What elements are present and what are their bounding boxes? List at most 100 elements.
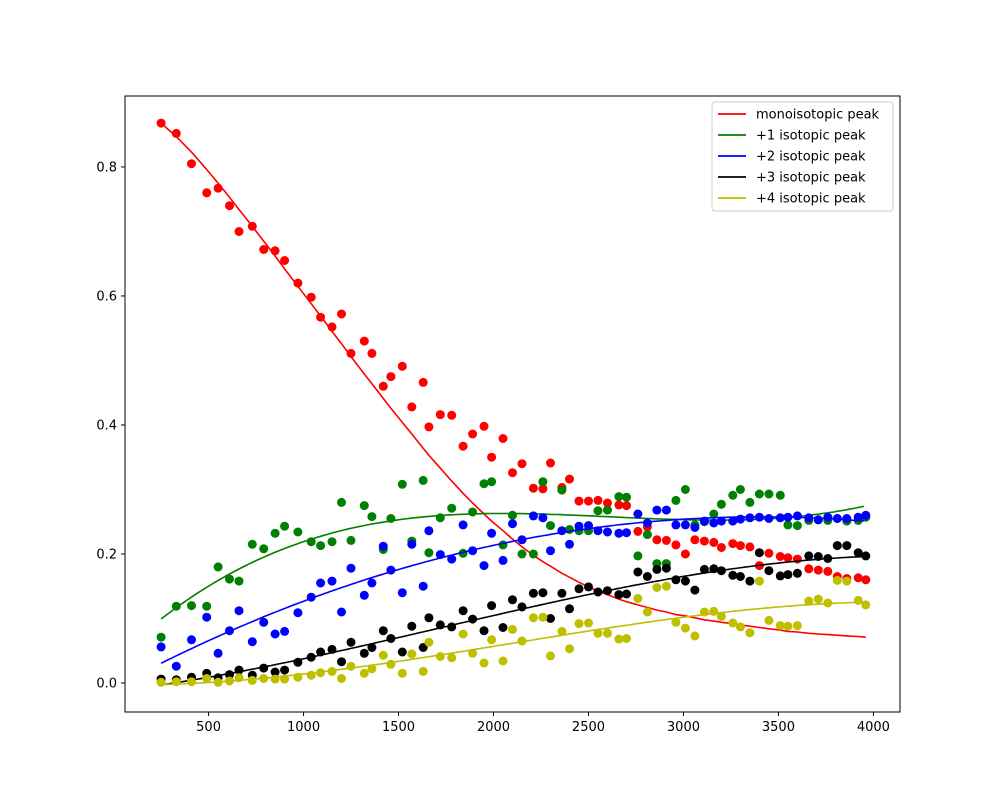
data-point-monoisotopic-peak xyxy=(699,536,709,546)
data-point-monoisotopic-peak xyxy=(156,118,166,128)
data-point-1-isotopic-peak xyxy=(593,506,603,516)
data-point-1-isotopic-peak xyxy=(346,535,356,545)
data-point-monoisotopic-peak xyxy=(546,458,555,468)
y-axis: 0.0 0.2 0.4 0.6 0.8 xyxy=(96,160,125,691)
data-point-2-isotopic-peak xyxy=(853,512,863,522)
data-point-4-isotopic-peak xyxy=(498,656,508,666)
data-point-2-isotopic-peak xyxy=(213,648,223,658)
data-point-4-isotopic-peak xyxy=(225,676,234,686)
data-point-1-isotopic-peak xyxy=(546,521,555,531)
data-point-3-isotopic-peak xyxy=(792,568,802,578)
data-point-2-isotopic-peak xyxy=(735,514,745,524)
y-tick-label: 0.6 xyxy=(96,289,117,304)
data-point-1-isotopic-peak xyxy=(498,540,508,550)
data-point-1-isotopic-peak xyxy=(680,485,690,494)
data-point-monoisotopic-peak xyxy=(565,474,574,484)
data-point-monoisotopic-peak xyxy=(593,495,603,505)
data-point-monoisotopic-peak xyxy=(293,278,303,288)
data-point-monoisotopic-peak xyxy=(498,434,508,443)
data-point-4-isotopic-peak xyxy=(671,617,681,627)
data-point-1-isotopic-peak xyxy=(435,513,445,523)
data-point-4-isotopic-peak xyxy=(622,634,631,643)
data-point-3-isotopic-peak xyxy=(418,643,428,652)
data-point-1-isotopic-peak xyxy=(735,485,745,494)
data-point-2-isotopic-peak xyxy=(574,521,584,531)
data-point-3-isotopic-peak xyxy=(614,590,624,600)
data-point-1-isotopic-peak xyxy=(306,537,316,547)
legend-label: +3 isotopic peak xyxy=(756,171,866,186)
data-point-4-isotopic-peak xyxy=(614,634,624,644)
data-point-2-isotopic-peak xyxy=(671,520,681,530)
x-tick-label: 3500 xyxy=(762,720,795,735)
data-point-1-isotopic-peak xyxy=(234,576,244,586)
data-point-3-isotopic-peak xyxy=(565,604,574,614)
y-tick-label: 0.2 xyxy=(96,547,117,562)
plot-frame xyxy=(124,95,901,713)
data-point-monoisotopic-peak xyxy=(346,348,356,358)
data-point-4-isotopic-peak xyxy=(407,649,417,659)
data-point-1-isotopic-peak xyxy=(280,521,290,531)
data-point-3-isotopic-peak xyxy=(346,637,356,647)
data-point-1-isotopic-peak xyxy=(359,501,369,511)
data-point-monoisotopic-peak xyxy=(280,256,290,265)
legend: monoisotopic peak +1 isotopic peak +2 isot… xyxy=(711,101,894,212)
data-point-2-isotopic-peak xyxy=(652,505,662,515)
data-point-4-isotopic-peak xyxy=(546,651,555,661)
data-point-monoisotopic-peak xyxy=(407,402,417,412)
data-point-4-isotopic-peak xyxy=(468,648,478,658)
data-point-monoisotopic-peak xyxy=(614,500,624,510)
data-point-1-isotopic-peak xyxy=(633,551,643,561)
data-point-2-isotopic-peak xyxy=(487,528,497,538)
data-point-2-isotopic-peak xyxy=(728,516,738,526)
data-point-3-isotopic-peak xyxy=(671,575,681,585)
data-point-monoisotopic-peak xyxy=(584,496,593,506)
fit-line-3-isotopic-peak xyxy=(160,555,864,686)
data-point-monoisotopic-peak xyxy=(327,322,337,332)
x-tick-label: 3000 xyxy=(667,720,700,735)
data-point-2-isotopic-peak xyxy=(293,608,303,618)
data-point-2-isotopic-peak xyxy=(661,505,671,515)
data-point-1-isotopic-peak xyxy=(447,503,457,513)
data-point-3-isotopic-peak xyxy=(538,588,548,598)
data-point-3-isotopic-peak xyxy=(397,647,407,657)
data-point-4-isotopic-peak xyxy=(458,629,468,639)
data-point-4-isotopic-peak xyxy=(804,596,814,606)
data-point-3-isotopic-peak xyxy=(367,643,377,652)
data-point-3-isotopic-peak xyxy=(735,572,745,581)
data-point-3-isotopic-peak xyxy=(690,585,700,595)
data-point-3-isotopic-peak xyxy=(270,667,280,677)
data-point-monoisotopic-peak xyxy=(458,441,468,451)
data-point-monoisotopic-peak xyxy=(202,188,212,198)
data-point-2-isotopic-peak xyxy=(775,513,785,523)
data-point-3-isotopic-peak xyxy=(804,551,814,561)
data-point-monoisotopic-peak xyxy=(716,543,726,552)
data-point-1-isotopic-peak xyxy=(528,549,538,559)
data-point-4-isotopic-peak xyxy=(508,624,517,634)
data-point-1-isotopic-peak xyxy=(764,489,774,499)
data-point-1-isotopic-peak xyxy=(538,477,548,487)
data-point-monoisotopic-peak xyxy=(652,535,662,545)
data-point-2-isotopic-peak xyxy=(861,510,871,520)
data-point-monoisotopic-peak xyxy=(574,496,584,506)
data-point-2-isotopic-peak xyxy=(397,588,407,598)
data-point-1-isotopic-peak xyxy=(316,541,326,551)
data-point-3-isotopic-peak xyxy=(728,570,738,580)
data-point-2-isotopic-peak xyxy=(584,521,593,531)
data-point-2-isotopic-peak xyxy=(603,527,612,537)
data-point-monoisotopic-peak xyxy=(671,540,681,550)
data-point-4-isotopic-peak xyxy=(306,670,316,680)
data-point-monoisotopic-peak xyxy=(680,549,690,559)
data-point-3-isotopic-peak xyxy=(447,622,457,632)
data-point-4-isotopic-peak xyxy=(861,600,871,610)
data-point-4-isotopic-peak xyxy=(642,607,652,617)
data-point-4-isotopic-peak xyxy=(447,653,457,663)
data-point-4-isotopic-peak xyxy=(259,674,269,683)
data-point-2-isotopic-peak xyxy=(622,528,631,538)
data-point-monoisotopic-peak xyxy=(424,422,434,432)
data-point-2-isotopic-peak xyxy=(754,512,764,522)
data-point-2-isotopic-peak xyxy=(709,518,719,528)
legend-label: +1 isotopic peak xyxy=(756,129,866,144)
fit-line-monoisotopic-peak xyxy=(160,122,866,638)
data-point-4-isotopic-peak xyxy=(633,594,643,603)
